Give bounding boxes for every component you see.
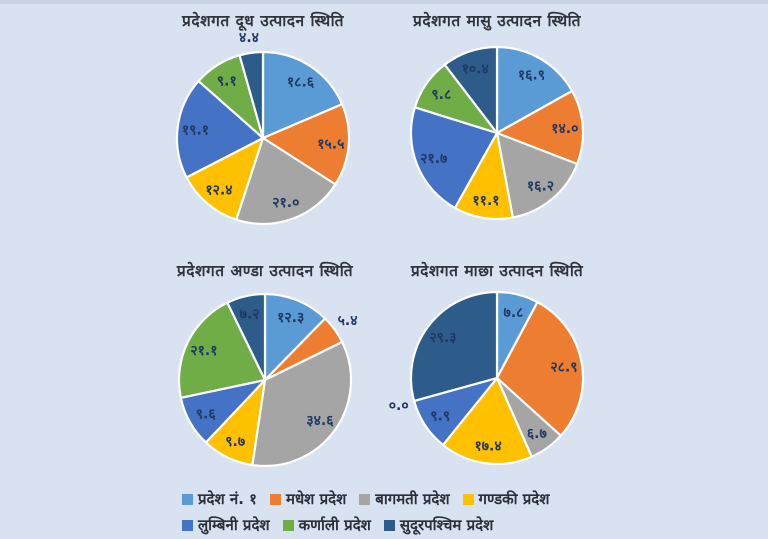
legend-label: लुम्बिनी प्रदेश <box>198 516 270 534</box>
pie-slice-label: १२.३ <box>277 310 304 326</box>
legend-item: प्रदेश नं. १ <box>182 489 257 509</box>
legend-row: लुम्बिनी प्रदेश कर्णाली प्रदेश सुदूरपश्चिम… <box>182 512 549 538</box>
legend-label: बागमती प्रदेश <box>375 490 450 508</box>
pie-slice <box>263 292 327 382</box>
pie-slice-label: २१.१ <box>190 343 217 359</box>
top-strip <box>0 0 768 4</box>
legend-row: प्रदेश नं. १ मधेश प्रदेश बागमती प्रदेश गण्ड… <box>182 486 549 512</box>
pie-slice-label: ४.४ <box>239 30 259 46</box>
legend-item: बागमती प्रदेश <box>359 489 450 509</box>
legend-marker-icon <box>282 519 294 531</box>
legend-marker-icon <box>269 493 281 505</box>
pie-chart-milk: १८.६ १५.५ २१.० १२.४ १९.१ ९.१ ४.४ <box>175 30 351 226</box>
pie-slice-label: ९.९ <box>430 408 450 424</box>
legend-item: कर्णाली प्रदेश <box>282 515 371 535</box>
pie-slice <box>226 292 267 382</box>
pie-slice-label: १८.६ <box>287 74 315 90</box>
pie-slice-label: १४.० <box>551 121 578 137</box>
chart-title-meat: प्रदेशगत मासु उत्पादन स्थिति <box>413 12 581 30</box>
pie-slice <box>443 45 499 135</box>
pie-slice <box>495 45 574 135</box>
pie-slice <box>261 103 351 186</box>
pie-slice-label: २९.३ <box>429 330 456 346</box>
chart-title-milk: प्रदेशगत दूध उत्पादन स्थिति <box>182 12 344 30</box>
pie-slice <box>185 136 265 221</box>
legend-marker-icon <box>182 493 193 505</box>
pie-slice-label: ३४.६ <box>306 413 334 429</box>
legend: प्रदेश नं. १ मधेश प्रदेश बागमती प्रदेश गण्ड… <box>182 486 549 538</box>
pie-slice <box>441 376 533 466</box>
pie-slice-label: १६.९ <box>518 67 545 83</box>
pie-slice <box>177 301 267 399</box>
pie-slice-label: ०.० <box>389 398 409 414</box>
legend-marker-icon <box>359 493 371 505</box>
pie-slice-label: ७.२ <box>240 307 260 323</box>
pie-slice <box>495 301 585 437</box>
pie-slice-label: ९.८ <box>431 87 451 103</box>
legend-marker-icon <box>462 493 474 505</box>
legend-item: गण्डकी प्रदेश <box>462 489 550 509</box>
pie-slice <box>409 290 499 403</box>
pie-slice-label: १५.५ <box>317 137 344 153</box>
pie-slice-label: १२.४ <box>205 183 232 199</box>
pie-slice <box>251 340 353 468</box>
pie-slice <box>409 106 499 210</box>
pie-slice <box>235 136 337 226</box>
legend-item: लुम्बिनी प्रदेश <box>182 515 270 535</box>
legend-label: गण्डकी प्रदेश <box>478 490 550 508</box>
pie-slice-label: ६.७ <box>527 426 547 442</box>
pie-slice <box>261 50 344 140</box>
legend-marker-icon <box>383 519 395 531</box>
pie-slice <box>495 131 579 219</box>
pie-chart-fish: ७.८ २८.९ ६.७ १७.४ ९.९ ०.० २९.३ <box>389 290 585 466</box>
chart-title-fish: प्रदेशगत माछा उत्पादन स्थिति <box>410 262 584 280</box>
pie-slice <box>175 79 265 179</box>
legend-label: प्रदेश नं. १ <box>198 490 257 508</box>
legend-item: मधेश प्रदेश <box>269 489 347 509</box>
pie-chart-meat: १६.९ १४.० १६.२ ११.१ २१.७ ९.८ १०.४ <box>409 45 585 221</box>
pie-slice-label: ११.१ <box>472 193 499 209</box>
pie-slice-label: २१.० <box>272 195 299 211</box>
pie-slice <box>495 89 585 166</box>
pie-slice-label: ९.७ <box>225 434 245 450</box>
legend-label: सुदूरपश्चिम प्रदेश <box>399 516 494 534</box>
pie-slice-label: १७.४ <box>475 438 502 454</box>
pie-slice-label: ९.१ <box>217 74 237 90</box>
pie-slice-label: २८.९ <box>550 359 577 375</box>
pie-slice <box>238 50 265 140</box>
legend-label: मधेश प्रदेश <box>285 490 347 508</box>
pie-slice-label: २१.७ <box>420 151 447 167</box>
pie-slice-label: ५.४ <box>338 313 358 329</box>
legend-item: सुदूरपश्चिम प्रदेश <box>383 515 494 535</box>
chart-title-egg: प्रदेशगत अण्डा उत्पादन स्थिति <box>176 262 354 280</box>
pie-slice-label: ९.६ <box>196 406 217 422</box>
pie-slice-label: १०.४ <box>462 62 489 78</box>
pie-slice-label: १६.२ <box>527 178 554 194</box>
legend-label: कर्णाली प्रदेश <box>298 516 371 534</box>
legend-marker-icon <box>182 519 193 531</box>
pie-slice-label: १९.१ <box>182 123 209 139</box>
pie-chart-egg: १२.३ ५.४ ३४.६ ९.७ ९.६ २१.१ ७.२ <box>177 292 358 468</box>
pie-slice-label: ७.८ <box>504 305 524 321</box>
